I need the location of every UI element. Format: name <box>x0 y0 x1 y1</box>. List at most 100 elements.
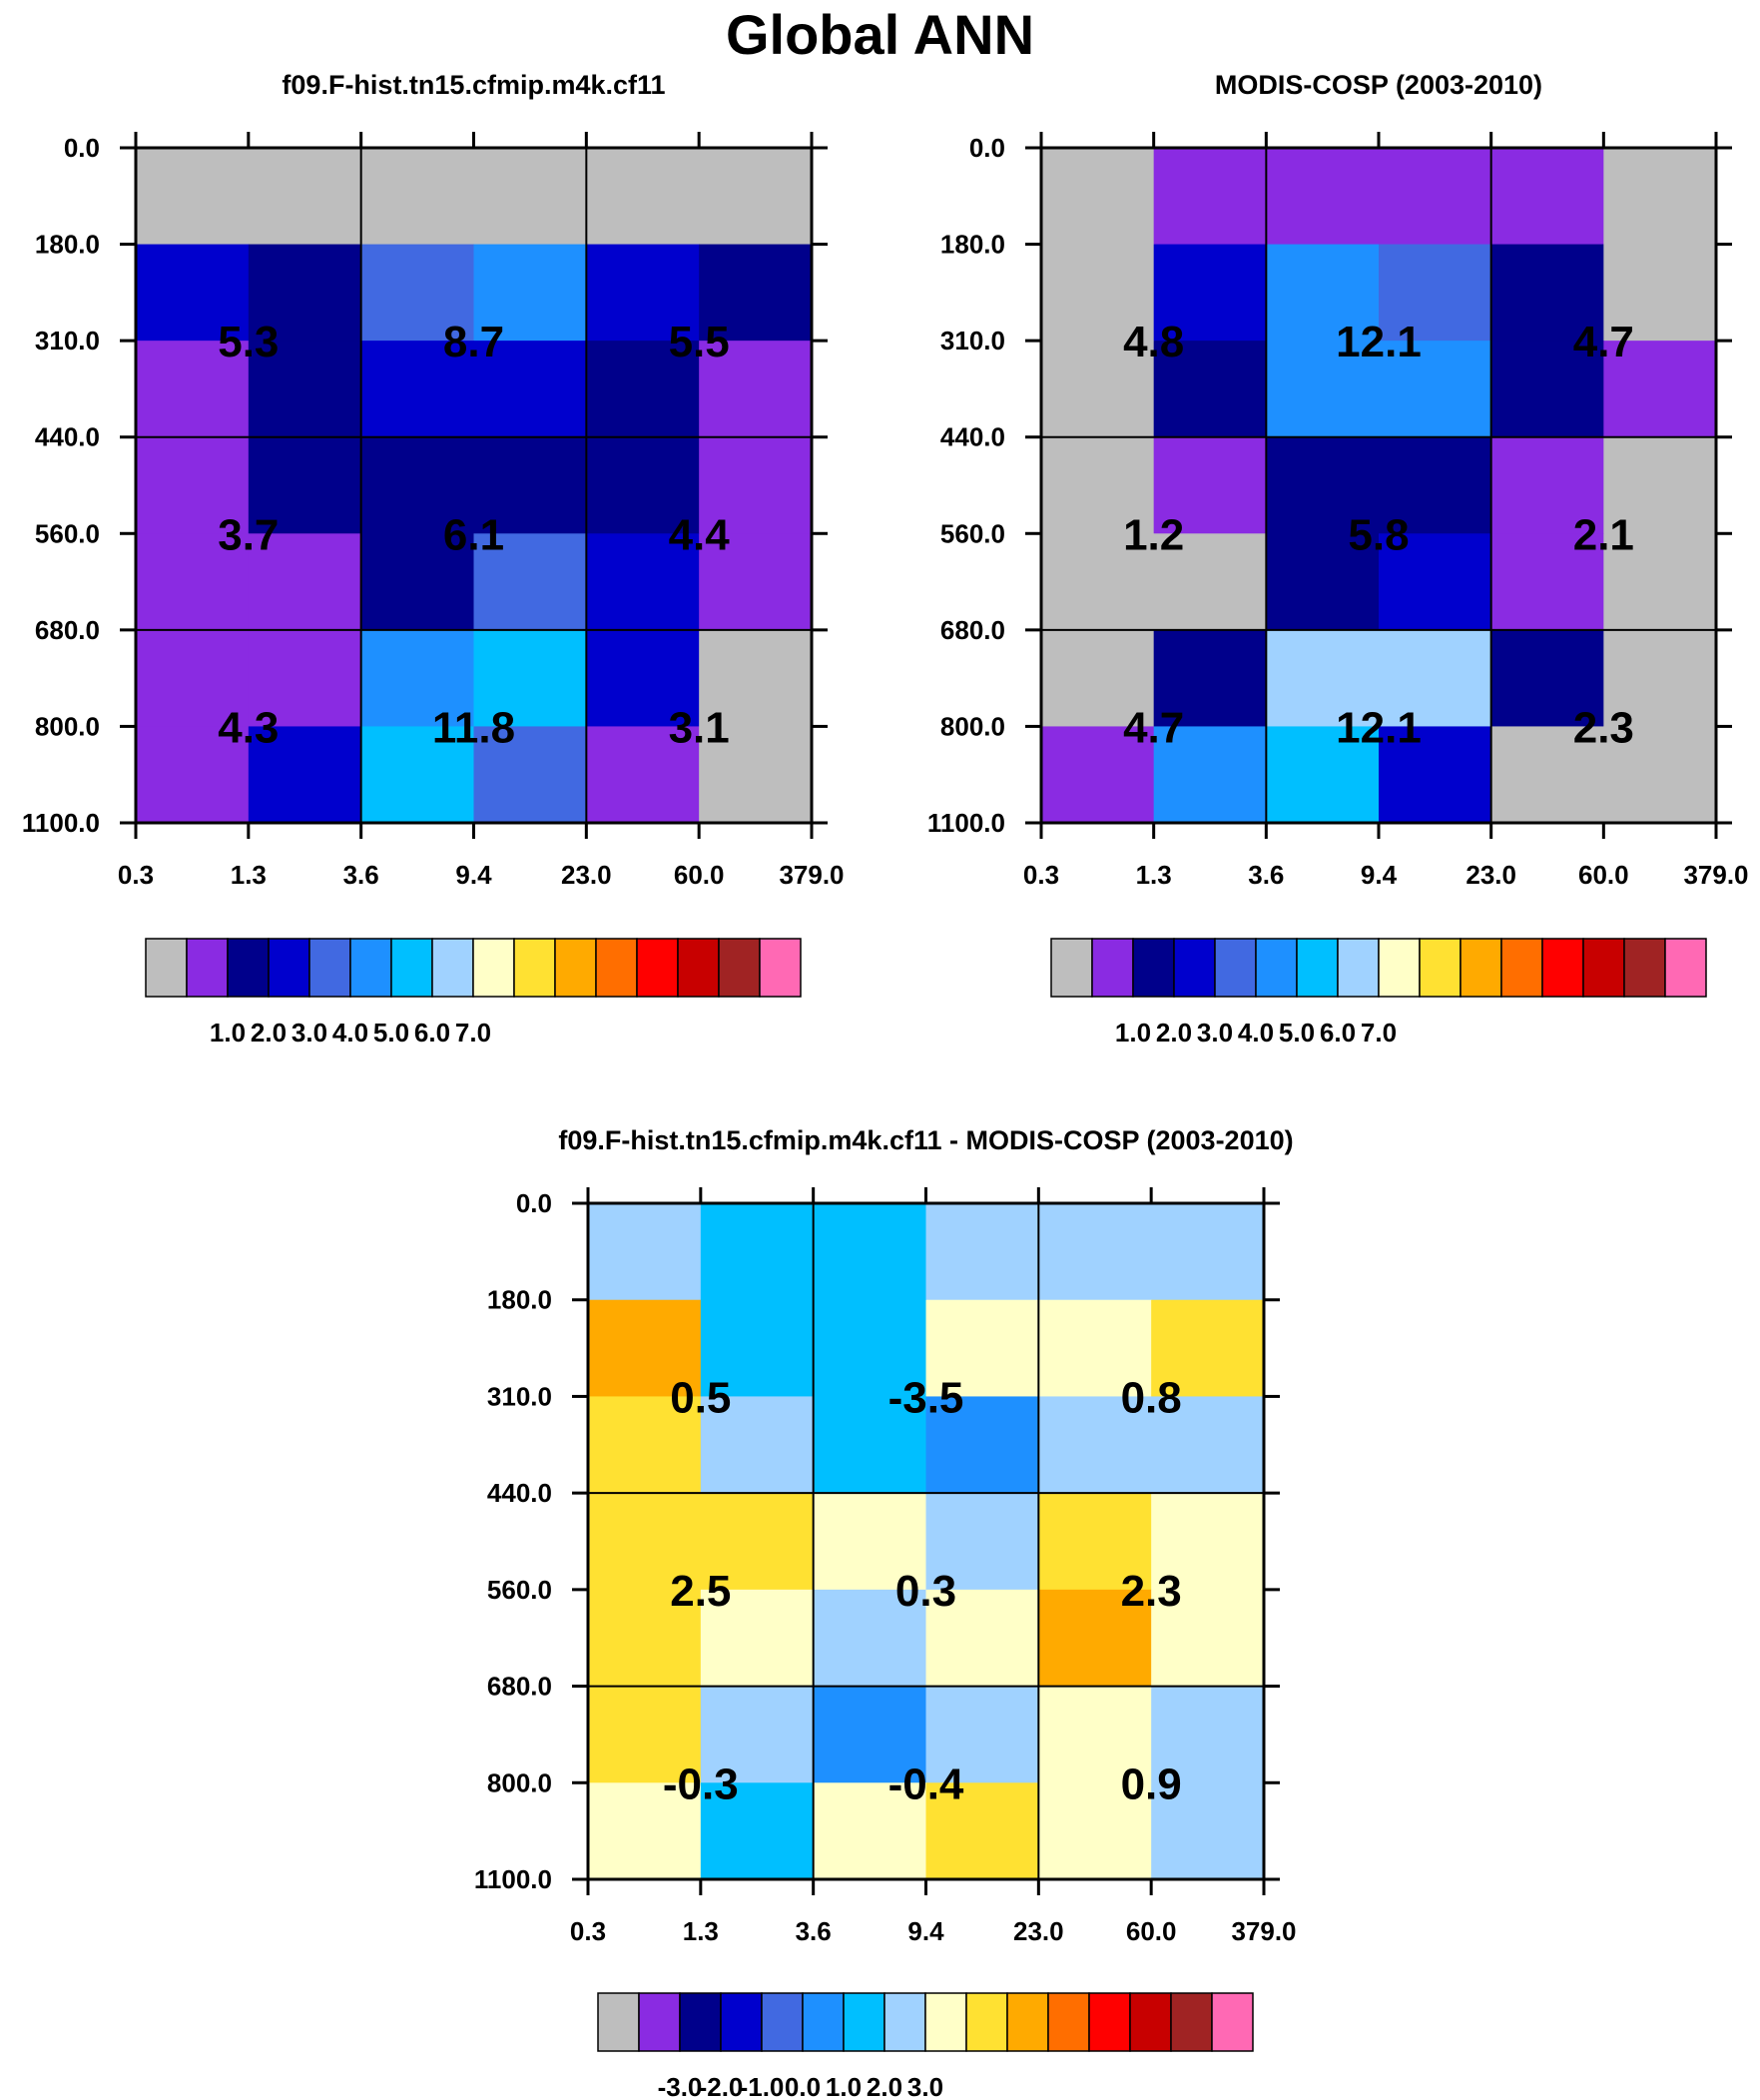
colorbar-box <box>1211 1992 1254 2052</box>
colorbar-label: 6.0 <box>414 1018 450 1048</box>
x-tick-label: 9.4 <box>455 860 492 890</box>
x-tick-label: 1.3 <box>683 1916 719 1946</box>
heatmap-cell <box>1490 533 1604 631</box>
colorbar-box <box>1378 938 1421 998</box>
y-tick-label: 680.0 <box>35 615 100 645</box>
y-tick-label: 180.0 <box>35 230 100 260</box>
box-value-label: 0.3 <box>895 1567 956 1616</box>
heatmap-cell <box>700 1686 815 1783</box>
heatmap-cell <box>360 629 474 727</box>
heatmap-cell <box>1038 1782 1152 1880</box>
colorbar-box <box>636 938 679 998</box>
x-tick-label: 0.3 <box>570 1916 606 1946</box>
box-value-label: 5.8 <box>1348 510 1409 559</box>
heatmap-cell <box>588 1686 702 1783</box>
heatmap-cell <box>1041 148 1155 246</box>
box-value-label: 2.3 <box>1121 1567 1182 1616</box>
colorbar-box <box>595 938 638 998</box>
heatmap-cell <box>1151 1782 1265 1880</box>
heatmap-cell <box>1041 726 1155 824</box>
heatmap-cell <box>813 1493 926 1591</box>
colorbar-box <box>1173 938 1216 998</box>
box-value-label: 2.3 <box>1573 703 1634 752</box>
heatmap-cell <box>136 436 250 534</box>
colorbar-box <box>924 1992 967 2052</box>
y-tick-label: 440.0 <box>35 422 100 452</box>
heatmap-cell <box>925 1493 1039 1591</box>
box-value-label: 4.4 <box>669 510 731 559</box>
colorbar-box <box>1091 938 1134 998</box>
x-tick-label: 3.6 <box>343 860 379 890</box>
heatmap-cell <box>586 341 700 438</box>
colorbar-box <box>883 1992 926 2052</box>
colorbar-box <box>1255 938 1298 998</box>
heatmap-cell <box>1038 1686 1152 1783</box>
heatmap-cell <box>136 726 250 824</box>
colorbar-0: 1.0 2.0 3.0 4.0 5.0 6.0 7.0 <box>145 938 802 1048</box>
heatmap-cell <box>473 244 587 342</box>
y-tick-label: 180.0 <box>487 1285 552 1315</box>
heatmap-cell <box>1151 1396 1265 1494</box>
box-value-label: 5.5 <box>669 318 730 366</box>
colorbar-label: 2.0 <box>251 1018 287 1048</box>
heatmap-cell <box>925 1686 1039 1783</box>
heatmap-cell <box>925 1396 1039 1494</box>
box-value-label: 1.2 <box>1123 510 1184 559</box>
heatmap-cell <box>1379 436 1492 534</box>
box-value-label: 12.1 <box>1336 318 1422 366</box>
y-tick-label: 0.0 <box>969 133 1005 163</box>
heatmap-cell <box>1379 341 1492 438</box>
colorbar-box <box>1132 938 1175 998</box>
colorbar-box <box>431 938 474 998</box>
heatmap-cell <box>1038 1396 1152 1494</box>
x-tick-label: 0.3 <box>1023 860 1059 890</box>
heatmap-cell <box>248 629 362 727</box>
colorbar-box <box>1623 938 1666 998</box>
heatmap-cell <box>925 1299 1039 1397</box>
heatmap-cell <box>1153 726 1267 824</box>
heatmap-cell <box>586 436 700 534</box>
colorbar-box <box>718 938 761 998</box>
colorbar-box <box>1088 1992 1131 2052</box>
y-tick-label: 440.0 <box>940 422 1005 452</box>
x-tick-label: 9.4 <box>907 1916 944 1946</box>
heatmap-cell <box>1490 341 1604 438</box>
heatmap-cell <box>813 1396 926 1494</box>
colorbar-label: 2.0 <box>867 2072 902 2100</box>
heatmap-cell <box>700 1299 815 1397</box>
x-tick-label: 0.3 <box>118 860 154 890</box>
colorbar-label: 3.0 <box>907 2072 943 2100</box>
box-value-label: 4.7 <box>1123 703 1184 752</box>
x-tick-label: 1.3 <box>231 860 267 890</box>
heatmap-cell <box>473 629 587 727</box>
heatmap-cell <box>1153 341 1267 438</box>
colorbar-box <box>1460 938 1502 998</box>
colorbar-box <box>349 938 392 998</box>
heatmap-cell <box>700 1589 815 1688</box>
heatmap-cell <box>248 148 362 246</box>
box-value-label: 4.3 <box>218 703 279 752</box>
panel-title-obs: MODIS-COSP (2003-2010) <box>1214 70 1543 100</box>
heatmap-cell <box>1603 436 1717 534</box>
colorbar-label: 6.0 <box>1320 1018 1356 1048</box>
heatmap-panel-0: 0.0 180.0 310.0 440.0 560.0 680.0 800.0 1100.0 0… <box>22 132 845 890</box>
heatmap-cell <box>586 244 700 342</box>
heatmap-cell <box>1151 1686 1265 1783</box>
colorbar-label: 2.0 <box>1156 1018 1192 1048</box>
heatmap-cell <box>1603 341 1717 438</box>
box-value-label: -0.3 <box>663 1759 739 1808</box>
heatmap-cell <box>248 533 362 631</box>
y-tick-label: 440.0 <box>487 1478 552 1508</box>
y-tick-label: 800.0 <box>35 711 100 741</box>
colorbar-label: 1.0 <box>210 1018 246 1048</box>
heatmap-cell <box>136 533 250 631</box>
heatmap-cell <box>360 244 474 342</box>
heatmap-cell <box>1151 1589 1265 1688</box>
x-tick-label: 23.0 <box>1013 1916 1064 1946</box>
box-value-label: 0.9 <box>1121 1759 1182 1808</box>
colorbar-box <box>186 938 229 998</box>
heatmap-cell <box>1038 1589 1152 1688</box>
heatmap-cell <box>1041 629 1155 727</box>
y-tick-label: 1100.0 <box>474 1864 552 1894</box>
x-tick-label: 3.6 <box>1248 860 1284 890</box>
